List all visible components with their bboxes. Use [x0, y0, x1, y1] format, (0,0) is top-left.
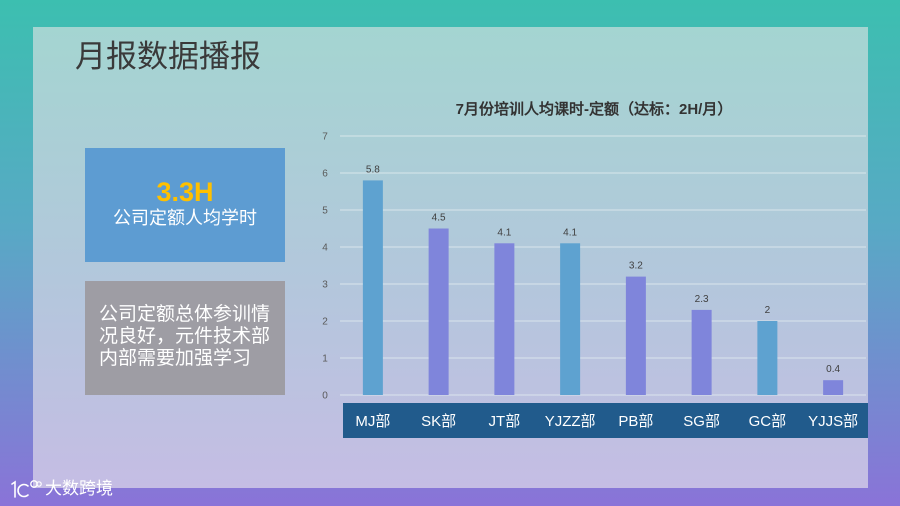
summary-note-card: 公司定额总体参训情况良好，元件技术部内部需要加强学习	[85, 281, 285, 395]
data-label: 0.4	[826, 364, 840, 375]
kpi-value: 3.3H	[156, 177, 214, 207]
y-tick-label: 0	[322, 391, 328, 402]
category-label: JT部	[489, 413, 521, 430]
data-label: 4.1	[563, 227, 577, 238]
bar	[560, 243, 581, 395]
category-label: SK部	[421, 413, 456, 430]
bar	[428, 228, 449, 395]
bar	[757, 321, 778, 395]
y-tick-label: 4	[322, 243, 328, 254]
kpi-card: 3.3H 公司定额人均学时	[85, 148, 285, 262]
y-tick-label: 6	[322, 169, 328, 180]
bar	[823, 380, 844, 395]
data-label: 4.5	[432, 213, 446, 224]
bar	[494, 243, 515, 395]
y-tick-label: 2	[322, 317, 328, 328]
chart-title: 7月份培训人均课时-定额（达标：2H/月）	[455, 101, 733, 118]
summary-note-text: 公司定额总体参训情况良好，元件技术部内部需要加强学习	[99, 304, 271, 369]
y-tick-label: 5	[322, 206, 328, 217]
y-tick-label: 1	[322, 354, 328, 365]
data-label: 2.3	[695, 294, 709, 305]
category-label: MJ部	[355, 413, 390, 430]
data-label: 3.2	[629, 261, 643, 272]
category-label: GC部	[749, 413, 787, 430]
data-label: 4.1	[497, 227, 511, 238]
data-label: 5.8	[366, 164, 380, 175]
kpi-label: 公司定额人均学时	[113, 208, 257, 228]
bar	[362, 180, 383, 395]
y-tick-label: 3	[322, 280, 328, 291]
category-axis-band	[343, 403, 868, 438]
bar-chart: 0 1 2 3 4 5 6 7 5.8 4.5 4.1 4.1 3.2 2.3 2 0.4 MJ部 SK部 JT部 Y…	[322, 132, 868, 438]
data-label: 2	[765, 305, 771, 316]
brand-logo: 大数跨境	[8, 478, 128, 500]
y-tick-label: 7	[322, 132, 328, 143]
category-label: PB部	[618, 413, 653, 430]
slide-title: 月报数据播报	[75, 39, 261, 74]
bar	[625, 276, 646, 395]
category-label: YJZZ部	[545, 413, 596, 430]
category-label: SG部	[683, 413, 720, 430]
brand-logo-icon	[11, 480, 42, 498]
bar	[691, 309, 712, 395]
brand-logo-text: 大数跨境	[45, 479, 113, 498]
category-label: YJJS部	[808, 413, 858, 430]
